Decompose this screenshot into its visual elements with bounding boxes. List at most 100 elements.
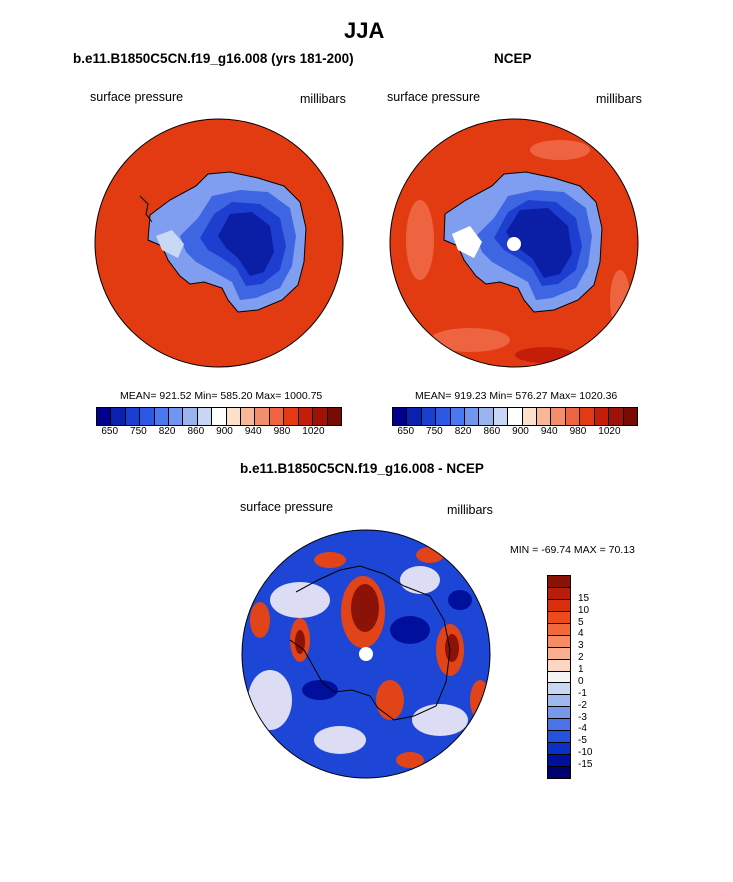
panel2-colorbar-ticks: 650 750 820 860 900 940 980 1020 xyxy=(392,426,642,440)
diff-title: b.e11.B1850C5CN.f19_g16.008 - NCEP xyxy=(240,461,484,476)
panel1-title: b.e11.B1850C5CN.f19_g16.008 (yrs 181-200… xyxy=(73,51,354,66)
colorbar-tick-label: 1 xyxy=(578,664,584,676)
diff-stats: MIN = -69.74 MAX = 70.13 xyxy=(510,544,635,556)
colorbar-swatch xyxy=(548,599,570,612)
colorbar-tick-label: -4 xyxy=(578,723,587,735)
colorbar-tick-label: 860 xyxy=(187,426,205,437)
panel1-ocean-field xyxy=(95,119,343,367)
colorbar-swatch xyxy=(465,408,480,425)
colorbar-swatch xyxy=(548,671,570,684)
colorbar-tick-label: 750 xyxy=(426,426,443,437)
colorbar-swatch xyxy=(154,408,170,425)
colorbar-tick-label: -1 xyxy=(578,687,587,699)
colorbar-swatch xyxy=(493,408,509,425)
colorbar-swatch xyxy=(241,408,256,425)
colorbar-swatch xyxy=(255,408,270,425)
colorbar-swatch xyxy=(393,408,408,425)
panel2-units-label: millibars xyxy=(596,92,642,106)
colorbar-swatch xyxy=(580,408,595,425)
colorbar-swatch xyxy=(140,408,155,425)
panel1-units-label: millibars xyxy=(300,92,346,106)
colorbar-swatch xyxy=(537,408,552,425)
colorbar-swatch xyxy=(284,408,299,425)
panel1-colorbar-ticks: 650 750 820 860 900 940 980 1020 xyxy=(96,426,346,440)
diff-colorbar-ticks: 15 10 5 4 3 2 1 0 -1 -2 -3 -4 -5 -10 -15 xyxy=(578,575,618,785)
panel1-continent-contour xyxy=(147,171,307,313)
colorbar-swatch xyxy=(548,683,570,696)
colorbar-swatch xyxy=(609,408,624,425)
colorbar-swatch xyxy=(548,647,570,660)
colorbar-swatch xyxy=(407,408,422,425)
colorbar-tick-label: -15 xyxy=(578,759,593,771)
colorbar-swatch xyxy=(479,408,494,425)
colorbar-swatch xyxy=(551,408,566,425)
colorbar-swatch xyxy=(548,635,570,648)
panel2-colorbar xyxy=(392,407,638,426)
colorbar-swatch xyxy=(548,767,570,778)
colorbar-swatch xyxy=(548,587,570,600)
colorbar-swatch xyxy=(548,576,570,588)
colorbar-swatch xyxy=(197,408,213,425)
panel2-stats: MEAN= 919.23 Min= 576.27 Max= 1020.36 xyxy=(415,390,618,402)
colorbar-swatch xyxy=(565,408,581,425)
colorbar-swatch xyxy=(548,707,570,720)
colorbar-swatch xyxy=(548,731,570,744)
colorbar-swatch xyxy=(313,408,328,425)
season-title: JJA xyxy=(344,18,385,43)
colorbar-tick-label: -5 xyxy=(578,735,587,747)
colorbar-swatch xyxy=(183,408,198,425)
colorbar-tick-label: 10 xyxy=(578,604,590,616)
colorbar-swatch xyxy=(548,743,570,756)
colorbar-tick-label: -3 xyxy=(578,711,587,723)
colorbar-swatch xyxy=(623,408,637,425)
colorbar-swatch xyxy=(522,408,538,425)
colorbar-tick-label: 750 xyxy=(130,426,147,437)
colorbar-swatch xyxy=(111,408,126,425)
panel1-variable-label: surface pressure xyxy=(90,90,184,104)
diff-colorbar xyxy=(547,575,571,779)
colorbar-tick-label: 650 xyxy=(397,426,415,437)
colorbar-tick-label: 1020 xyxy=(302,426,325,437)
colorbar-swatch xyxy=(548,695,570,708)
colorbar-swatch xyxy=(548,719,570,732)
colorbar-tick-label: 0 xyxy=(578,675,584,687)
colorbar-swatch xyxy=(436,408,451,425)
colorbar-tick-label: 3 xyxy=(578,640,584,652)
colorbar-swatch xyxy=(269,408,285,425)
colorbar-swatch xyxy=(594,408,610,425)
colorbar-swatch xyxy=(508,408,523,425)
colorbar-tick-label: 860 xyxy=(483,426,501,437)
colorbar-swatch xyxy=(327,408,341,425)
colorbar-swatch xyxy=(421,408,437,425)
panel1-stats: MEAN= 921.52 Min= 585.20 Max= 1000.75 xyxy=(120,390,323,402)
colorbar-tick-label: 15 xyxy=(578,592,590,604)
colorbar-tick-label: 4 xyxy=(578,628,584,640)
colorbar-swatch xyxy=(298,408,314,425)
colorbar-tick-label: -10 xyxy=(578,747,593,759)
panel2-variable-label: surface pressure xyxy=(387,90,481,104)
panel2-title: NCEP xyxy=(494,51,532,66)
colorbar-swatch xyxy=(226,408,242,425)
colorbar-tick-label: 980 xyxy=(273,426,291,437)
colorbar-tick-label: 940 xyxy=(244,426,262,437)
colorbar-tick-label: -2 xyxy=(578,699,587,711)
colorbar-tick-label: 900 xyxy=(512,426,529,437)
colorbar-tick-label: 1020 xyxy=(598,426,621,437)
colorbar-tick-label: 2 xyxy=(578,652,584,664)
colorbar-swatch xyxy=(450,408,466,425)
diff-units-label: millibars xyxy=(447,503,493,517)
colorbar-swatch xyxy=(97,408,112,425)
colorbar-swatch xyxy=(548,659,570,672)
diff-variable-label: surface pressure xyxy=(240,500,334,514)
colorbar-swatch xyxy=(548,623,570,636)
colorbar-swatch xyxy=(212,408,227,425)
colorbar-tick-label: 980 xyxy=(569,426,587,437)
colorbar-swatch xyxy=(169,408,184,425)
colorbar-swatch xyxy=(125,408,141,425)
colorbar-tick-label: 940 xyxy=(540,426,558,437)
colorbar-tick-label: 820 xyxy=(158,426,176,437)
colorbar-tick-label: 650 xyxy=(101,426,119,437)
